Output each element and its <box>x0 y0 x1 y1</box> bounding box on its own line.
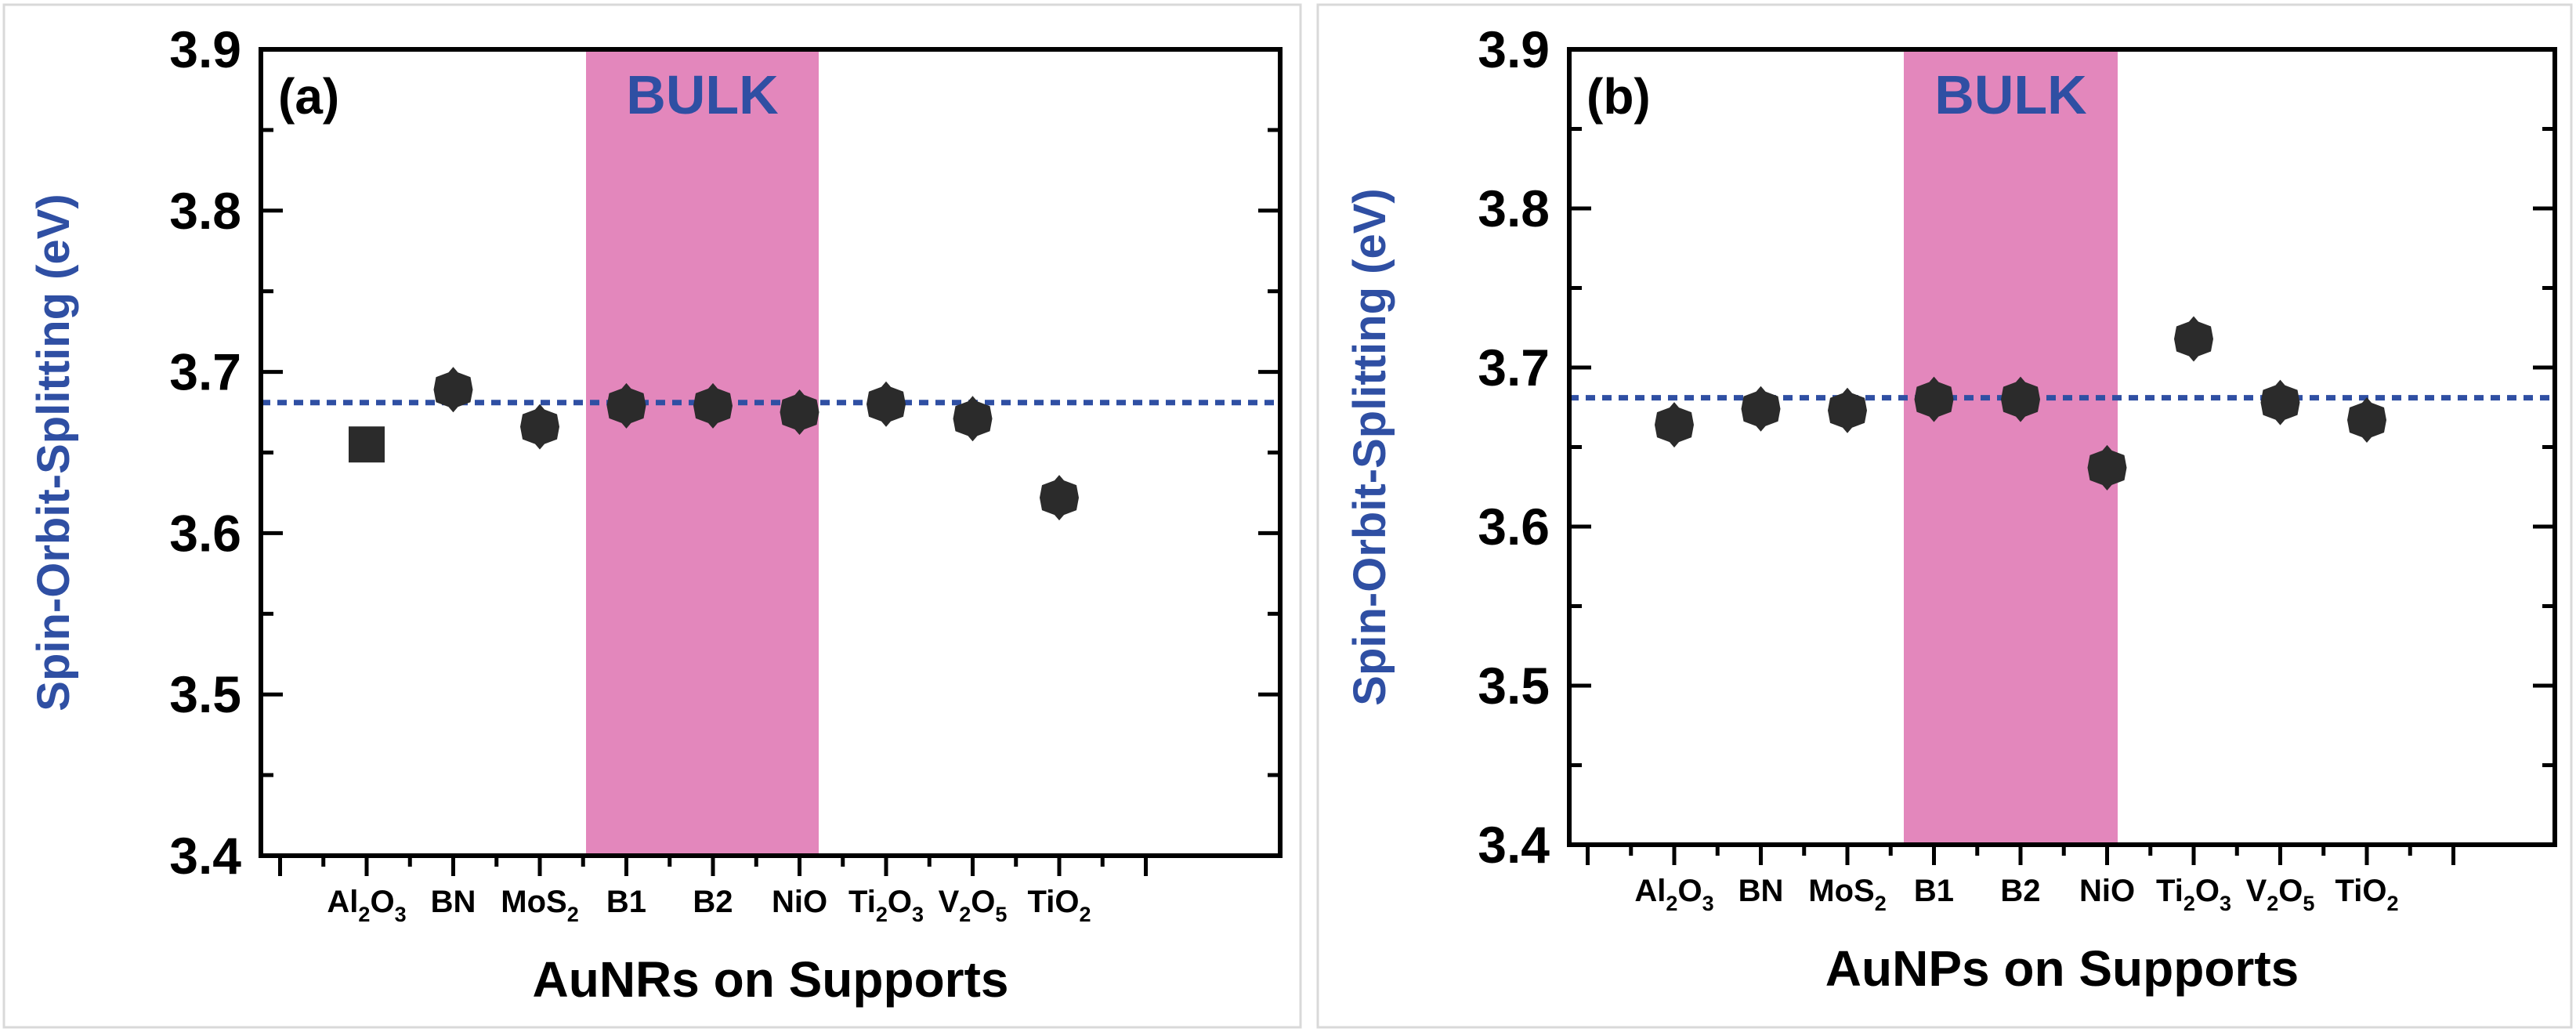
y-axis-title: Spin-Orbit-Splitting (eV) <box>1344 188 1395 705</box>
x-tick-label: Al2O3 <box>327 885 406 926</box>
y-tick-label: 3.6 <box>169 504 241 562</box>
x-tick-label: B1 <box>1914 874 1954 908</box>
x-tick-label: BN <box>1738 874 1784 908</box>
bulk-band <box>586 49 819 856</box>
y-tick-label: 3.4 <box>169 827 241 885</box>
panel-a: BULK 3.4 3.5 3.6 3.7 3.8 3.9 Al2O3 BN MoS2 B1 B2 NiO… <box>2 3 1302 1029</box>
x-tick-label: V2O5 <box>939 885 1008 926</box>
x-tick-label: MoS2 <box>1808 874 1886 915</box>
x-tick-label: TiO2 <box>1028 885 1091 926</box>
bulk-band <box>1904 49 2118 845</box>
y-axis-title: Spin-Orbit-Splitting (eV) <box>28 194 79 711</box>
data-point-tio2 <box>1040 475 1079 521</box>
data-point-bn <box>433 367 473 413</box>
x-tick-label: NiO <box>772 885 827 919</box>
data-point-b1 <box>1914 376 1954 422</box>
panel-label: (a) <box>278 68 339 125</box>
panel-frame <box>2 3 1302 1029</box>
data-point-nio <box>2087 444 2127 491</box>
y-tick-label: 3.9 <box>1478 20 1550 78</box>
data-point-tio2 <box>2347 397 2386 443</box>
x-tick-label: Al2O3 <box>1634 874 1713 915</box>
y-tick-label: 3.5 <box>169 665 241 723</box>
data-point-mos2 <box>520 404 559 450</box>
y-tick-label: 3.5 <box>1478 657 1550 715</box>
x-tick-label: B2 <box>693 885 733 919</box>
x-tick-label: NiO <box>2079 874 2135 908</box>
data-point-al2o3 <box>1655 402 1694 448</box>
x-tick-label: TiO2 <box>2335 874 2399 915</box>
data-point-v2o5 <box>2260 379 2300 425</box>
data-point-ti2o3 <box>2174 316 2213 362</box>
panel-label: (b) <box>1586 68 1651 125</box>
y-tick-label: 3.6 <box>1478 498 1550 556</box>
bulk-band-label: BULK <box>626 64 778 125</box>
data-point-mos2 <box>1828 387 1867 433</box>
data-point-v2o5 <box>953 396 993 442</box>
y-tick-label: 3.8 <box>169 182 241 240</box>
data-point-ti2o3 <box>867 381 906 427</box>
x-tick-label: B2 <box>2000 874 2040 908</box>
x-tick-label: BN <box>431 885 476 919</box>
x-tick-label: B1 <box>606 885 646 919</box>
x-axis-title: AuNPs on Supports <box>1825 940 2299 997</box>
bulk-band-label: BULK <box>1934 64 2086 125</box>
data-point-al2o3 <box>349 426 385 463</box>
x-tick-label: MoS2 <box>501 885 578 926</box>
data-point-nio <box>780 389 819 436</box>
x-tick-label: V2O5 <box>2246 874 2315 915</box>
data-point-bn <box>1741 386 1781 432</box>
x-tick-label: Ti2O3 <box>848 885 924 926</box>
data-point-b1 <box>606 382 646 429</box>
y-tick-label: 3.4 <box>1478 816 1550 874</box>
data-point-b2 <box>693 382 733 429</box>
data-point-b2 <box>2001 376 2040 422</box>
panel-b: BULK 3.4 3.5 3.6 3.7 3.8 3.9 Al2O3 BN MoS2 B1 B2 NiO… <box>1316 3 2573 1029</box>
x-axis-title: AuNRs on Supports <box>533 951 1009 1008</box>
y-tick-label: 3.7 <box>169 343 241 401</box>
y-tick-label: 3.7 <box>1478 339 1550 397</box>
y-tick-label: 3.9 <box>169 20 241 78</box>
x-tick-label: Ti2O3 <box>2156 874 2231 915</box>
panel-frame <box>1316 3 2573 1029</box>
y-tick-label: 3.8 <box>1478 179 1550 237</box>
